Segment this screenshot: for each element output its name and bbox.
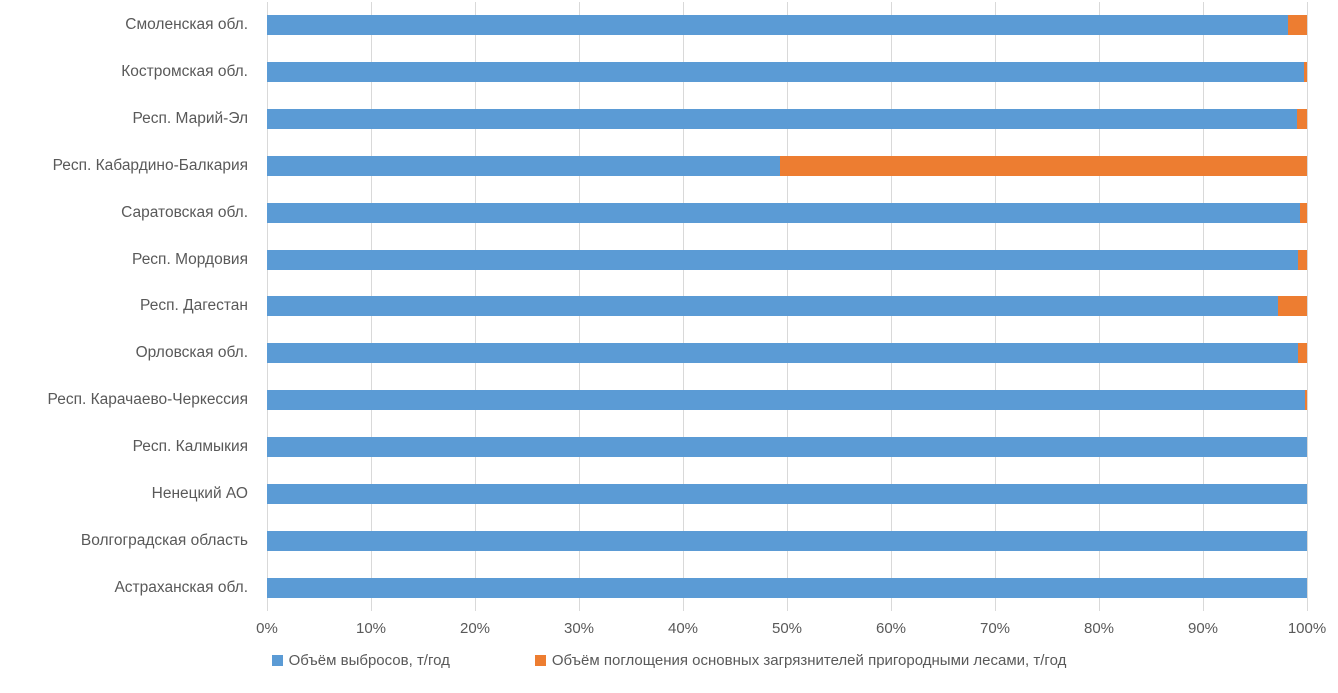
bar-segment-emissions — [267, 530, 1307, 551]
legend-item: Объём выбросов, т/год — [271, 652, 450, 669]
category-label: Смоленская обл. — [125, 16, 248, 34]
stacked-bar — [267, 390, 1307, 411]
stacked-bar — [267, 437, 1307, 458]
bar-segment-absorption — [1296, 109, 1307, 130]
category-label: Костромская обл. — [121, 63, 248, 81]
bar-segment-emissions — [267, 109, 1297, 130]
legend-swatch-emissions — [271, 655, 283, 666]
bar-segment-emissions — [267, 62, 1304, 83]
bar-segment-emissions — [267, 249, 1298, 270]
stacked-bar — [267, 15, 1307, 36]
x-axis-tick-label: 80% — [1083, 620, 1115, 637]
x-axis-tick-label: 70% — [979, 620, 1011, 637]
bar-row — [267, 2, 1307, 49]
x-axis-tick-label: 90% — [1187, 620, 1219, 637]
x-axis-tick-label: 0% — [256, 620, 278, 637]
bar-row — [267, 470, 1307, 517]
stacked-bar — [267, 296, 1307, 317]
bar-segment-emissions — [267, 390, 1306, 411]
plot-area — [266, 2, 1308, 611]
x-axis-tick-label: 60% — [875, 620, 907, 637]
category-label: Респ. Марий-Эл — [132, 110, 248, 128]
category-axis-labels: Смоленская обл. Костромская обл. Респ. Мар… — [0, 2, 248, 611]
stacked-bar — [267, 109, 1307, 130]
category-label: Астраханская обл. — [114, 578, 248, 596]
x-axis-tick-label: 50% — [771, 620, 803, 637]
bar-segment-emissions — [267, 202, 1300, 223]
legend-swatch-absorption — [534, 655, 546, 666]
bar-row — [267, 283, 1307, 330]
stacked-bar — [267, 530, 1307, 551]
bar-segment-absorption — [1277, 296, 1307, 317]
bar-segment-emissions — [267, 155, 780, 176]
bar-row — [267, 377, 1307, 424]
bar-row — [267, 96, 1307, 143]
stacked-bar — [267, 62, 1307, 83]
stacked-bar — [267, 343, 1307, 364]
bar-row — [267, 564, 1307, 611]
bar-segment-emissions — [267, 577, 1307, 598]
category-label: Ненецкий АО — [151, 484, 248, 502]
bar-segment-emissions — [267, 437, 1307, 458]
bar-row — [267, 517, 1307, 564]
x-axis-tick-label: 20% — [459, 620, 491, 637]
x-axis-tick-label: 40% — [667, 620, 699, 637]
bar-row — [267, 189, 1307, 236]
bar-segment-absorption — [1305, 390, 1307, 411]
bar-rows — [267, 2, 1307, 611]
legend: Объём выбросов, т/год Объём поглощения ос… — [0, 652, 1338, 669]
bar-segment-emissions — [267, 483, 1307, 504]
bar-segment-emissions — [267, 15, 1289, 36]
stacked-bar — [267, 155, 1307, 176]
x-axis-tick-label: 10% — [355, 620, 387, 637]
stacked-bar — [267, 577, 1307, 598]
category-label: Респ. Дагестан — [140, 297, 248, 315]
bar-segment-emissions — [267, 343, 1298, 364]
bar-segment-absorption — [1303, 62, 1307, 83]
category-label: Респ. Карачаево-Черкессия — [47, 391, 248, 409]
bar-row — [267, 49, 1307, 96]
bar-row — [267, 424, 1307, 471]
bar-row — [267, 236, 1307, 283]
category-label: Респ. Мордовия — [132, 250, 248, 268]
bar-segment-emissions — [267, 296, 1278, 317]
bar-row — [267, 330, 1307, 377]
legend-item: Объём поглощения основных загрязнителей … — [534, 652, 1067, 669]
category-label: Респ. Калмыкия — [132, 438, 248, 456]
stacked-bar — [267, 202, 1307, 223]
legend-label: Объём поглощения основных загрязнителей … — [551, 652, 1067, 669]
category-label: Респ. Кабардино-Балкария — [52, 156, 248, 174]
stacked-bar — [267, 483, 1307, 504]
stacked-bar — [267, 249, 1307, 270]
gridline — [1306, 2, 1308, 611]
category-label: Орловская обл. — [135, 344, 248, 362]
bar-segment-absorption — [779, 155, 1307, 176]
category-label: Саратовская обл. — [121, 203, 248, 221]
bar-segment-absorption — [1299, 202, 1307, 223]
bar-row — [267, 143, 1307, 190]
bar-segment-absorption — [1288, 15, 1307, 36]
bar-segment-absorption — [1297, 343, 1307, 364]
category-label: Волгоградская область — [80, 531, 248, 549]
x-axis-tick-label: 100% — [1287, 620, 1327, 637]
bar-segment-absorption — [1297, 249, 1307, 270]
legend-label: Объём выбросов, т/год — [288, 652, 450, 669]
x-axis-tick-label: 30% — [563, 620, 595, 637]
